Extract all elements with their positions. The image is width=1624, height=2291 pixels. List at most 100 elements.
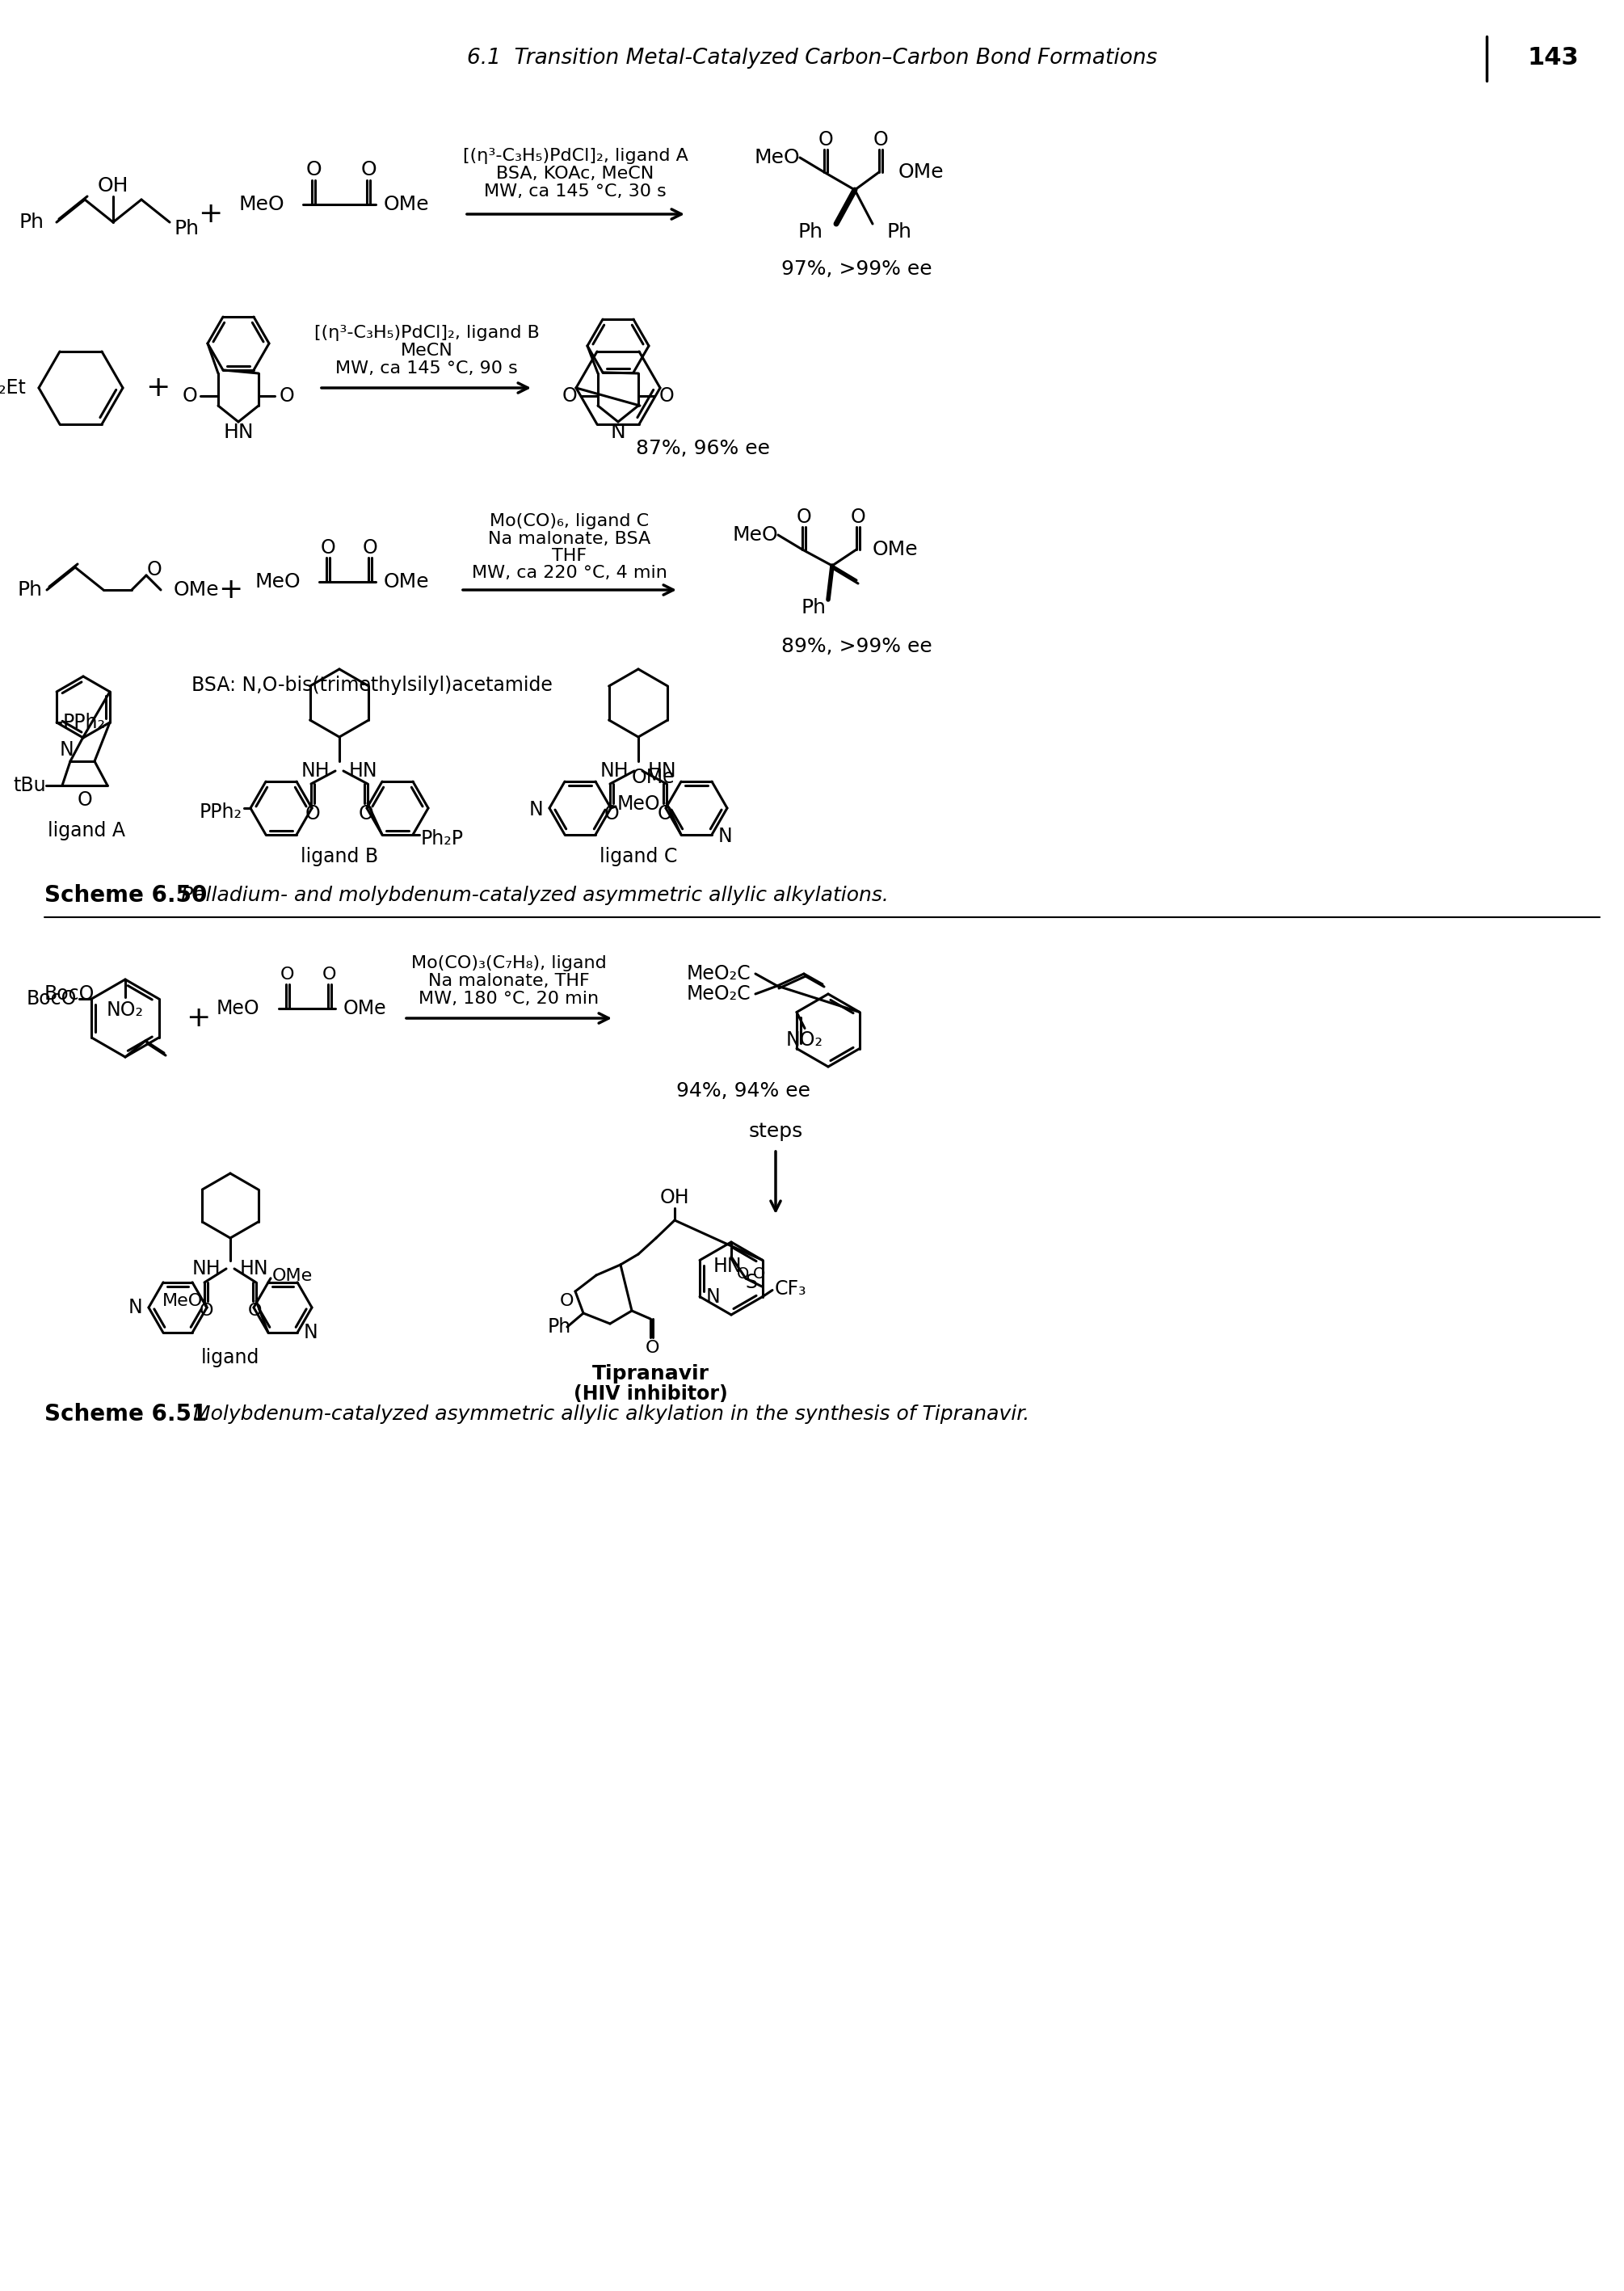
Text: BSA, KOAc, MeCN: BSA, KOAc, MeCN (497, 165, 654, 181)
Text: MeO: MeO (239, 195, 284, 213)
Text: MW, ca 220 °C, 4 min: MW, ca 220 °C, 4 min (473, 566, 667, 582)
Text: N: N (60, 740, 75, 761)
Text: O: O (361, 160, 377, 179)
Text: MeO: MeO (617, 795, 661, 813)
Text: MeCN: MeCN (401, 344, 453, 360)
Text: Ph: Ph (19, 213, 44, 231)
Text: ligand B: ligand B (300, 848, 378, 866)
Text: MW, ca 145 °C, 90 s: MW, ca 145 °C, 90 s (336, 360, 518, 376)
Text: O: O (562, 387, 577, 406)
Text: 94%, 94% ee: 94%, 94% ee (676, 1081, 810, 1100)
Text: NH: NH (300, 761, 330, 781)
Text: MeO: MeO (754, 149, 801, 167)
Text: 97%, >99% ee: 97%, >99% ee (781, 259, 932, 280)
Text: O: O (851, 509, 866, 527)
Text: O: O (362, 538, 378, 557)
Text: O: O (78, 790, 93, 809)
Text: ligand: ligand (201, 1347, 260, 1368)
Text: Ph: Ph (802, 598, 827, 616)
Text: ligand C: ligand C (599, 848, 677, 866)
Text: OMe: OMe (343, 999, 387, 1017)
Text: NH: NH (192, 1260, 221, 1278)
Text: Na malonate, BSA: Na malonate, BSA (489, 532, 651, 548)
Text: [(η³-C₃H₅)PdCl]₂, ligand B: [(η³-C₃H₅)PdCl]₂, ligand B (313, 325, 539, 341)
Text: 143: 143 (1527, 46, 1579, 71)
Text: O: O (754, 1267, 765, 1283)
Text: NO₂: NO₂ (107, 1001, 145, 1019)
Text: O: O (658, 804, 672, 822)
Text: O: O (737, 1267, 750, 1283)
Text: O: O (818, 131, 833, 149)
Text: +: + (218, 575, 242, 603)
Text: OCO₂Et: OCO₂Et (0, 378, 26, 399)
Text: BocO: BocO (44, 985, 94, 1003)
Text: OMe: OMe (174, 580, 219, 600)
Text: MW, ca 145 °C, 30 s: MW, ca 145 °C, 30 s (484, 183, 666, 199)
Text: 89%, >99% ee: 89%, >99% ee (781, 637, 932, 655)
Text: O: O (305, 804, 320, 822)
Text: MeO: MeO (216, 999, 260, 1017)
Text: BocO: BocO (26, 990, 76, 1008)
Text: Ph: Ph (174, 220, 198, 238)
Text: BSA: N,O-bis(trimethylsilyl)acetamide: BSA: N,O-bis(trimethylsilyl)acetamide (192, 676, 552, 694)
Text: O: O (320, 538, 336, 557)
Text: NH: NH (599, 761, 628, 781)
Text: O: O (279, 387, 294, 406)
Text: MW, 180 °C, 20 min: MW, 180 °C, 20 min (419, 990, 599, 1008)
Text: OMe: OMe (383, 573, 429, 591)
Text: O: O (645, 1340, 659, 1356)
Text: Ph: Ph (797, 222, 822, 241)
Text: HN: HN (222, 422, 253, 442)
Text: PPh₂: PPh₂ (200, 802, 242, 822)
Text: CF₃: CF₃ (775, 1278, 807, 1299)
Text: HN: HN (648, 761, 677, 781)
Text: 87%, 96% ee: 87%, 96% ee (637, 440, 770, 458)
Text: THF: THF (552, 548, 586, 564)
Text: O: O (874, 131, 888, 149)
Text: O: O (146, 559, 162, 580)
Text: Ph₂P: Ph₂P (421, 829, 464, 848)
Text: OMe: OMe (898, 163, 944, 181)
Text: MeO: MeO (732, 525, 778, 545)
Text: MeO: MeO (255, 573, 300, 591)
Text: [(η³-C₃H₅)PdCl]₂, ligand A: [(η³-C₃H₅)PdCl]₂, ligand A (463, 149, 689, 165)
Text: N: N (128, 1297, 143, 1317)
Text: HN: HN (349, 761, 378, 781)
Text: O: O (281, 967, 294, 983)
Text: steps: steps (749, 1123, 802, 1141)
Text: +: + (145, 373, 171, 401)
Text: N: N (611, 422, 625, 442)
Text: HN: HN (713, 1258, 742, 1276)
Text: OMe: OMe (632, 767, 674, 788)
Text: S: S (745, 1274, 757, 1292)
Text: N: N (718, 827, 732, 845)
Text: Ph: Ph (547, 1317, 572, 1336)
Text: N: N (706, 1288, 721, 1306)
Text: O: O (305, 160, 322, 179)
Text: +: + (185, 1003, 209, 1031)
Text: O: O (182, 387, 198, 406)
Text: OMe: OMe (383, 195, 429, 213)
Text: O: O (323, 967, 336, 983)
Text: MeO₂C: MeO₂C (687, 965, 750, 983)
Text: Na malonate, THF: Na malonate, THF (429, 974, 590, 990)
Text: N: N (528, 800, 542, 820)
Text: Molybdenum-catalyzed asymmetric allylic alkylation in the synthesis of Tipranavi: Molybdenum-catalyzed asymmetric allylic … (174, 1404, 1030, 1425)
Text: PPh₂: PPh₂ (63, 713, 106, 733)
Text: O: O (604, 804, 619, 822)
Text: O: O (200, 1304, 213, 1320)
Text: OH: OH (659, 1189, 690, 1207)
Text: +: + (198, 199, 222, 227)
Text: O: O (560, 1292, 573, 1308)
Text: Ph: Ph (16, 580, 42, 600)
Text: ligand A: ligand A (47, 820, 125, 841)
Text: OMe: OMe (872, 541, 918, 559)
Text: OMe: OMe (273, 1267, 313, 1283)
Text: Mo(CO)₆, ligand C: Mo(CO)₆, ligand C (490, 513, 650, 529)
Text: MeO₂C: MeO₂C (687, 985, 750, 1003)
Text: tBu: tBu (13, 777, 45, 795)
Text: MeO: MeO (162, 1292, 203, 1308)
Text: Scheme 6.51: Scheme 6.51 (44, 1402, 206, 1425)
Text: O: O (359, 804, 374, 822)
Text: NO₂: NO₂ (786, 1031, 823, 1049)
